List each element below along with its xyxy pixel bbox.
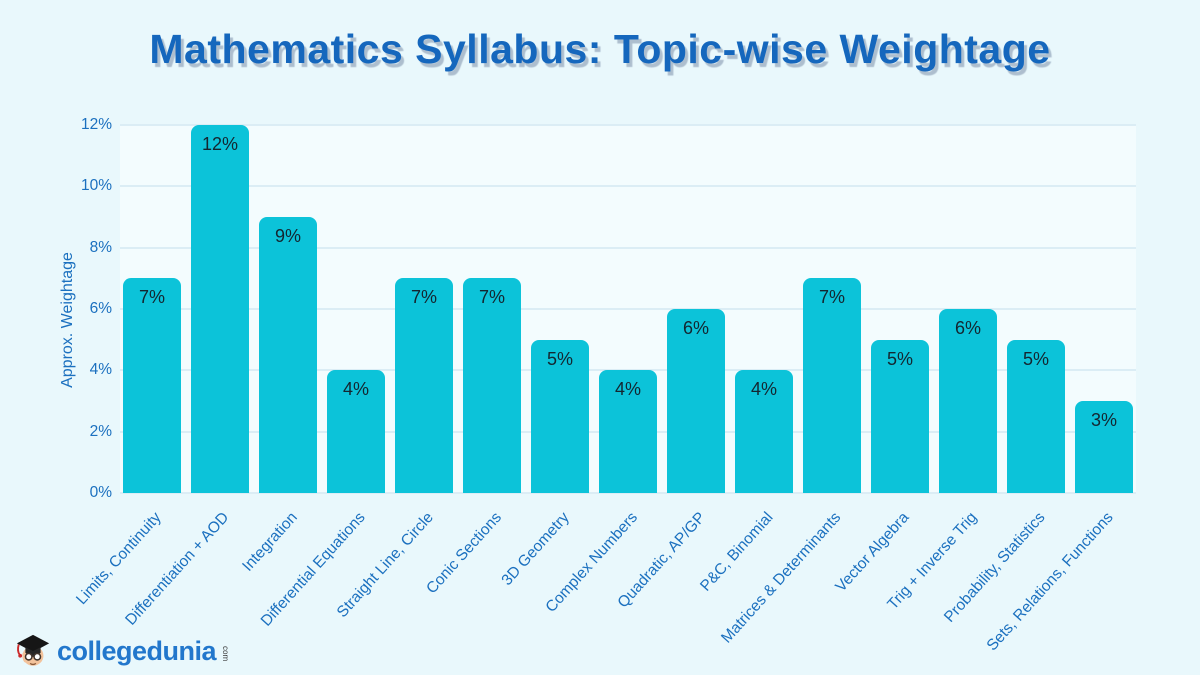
bar: 7%: [123, 278, 181, 493]
bar-value-label: 7%: [410, 287, 437, 308]
gridline: [120, 124, 1136, 126]
bar: 7%: [803, 278, 861, 493]
bar-value-label: 7%: [478, 287, 505, 308]
y-axis-tick-labels: 0% 2% 4% 6% 8% 10% 12%: [0, 116, 112, 501]
bar: 9%: [259, 217, 317, 493]
bar: 5%: [871, 339, 929, 493]
bar: 6%: [667, 309, 725, 493]
bar: 4%: [599, 370, 657, 493]
brand-name: collegedunia: [57, 636, 217, 666]
chart-title: Mathematics Syllabus: Topic-wise Weighta…: [149, 26, 1051, 72]
bar-value-label: 6%: [682, 318, 709, 338]
bar-value-label: 4%: [750, 379, 777, 400]
bar: 4%: [327, 370, 385, 493]
brand-tld: com: [221, 646, 231, 662]
plot-area: 7% 12% 9% 4% 7% 7% 5% 4% 6% 4% 7% 5% 6% 5% 3%: [120, 124, 1136, 494]
y-tick-label: 12%: [80, 116, 112, 133]
bar-value-label: 4%: [614, 379, 641, 400]
bar-value-label: 5%: [546, 348, 573, 369]
bar-value-label: 9%: [274, 226, 301, 246]
graduate-mascot-icon: [16, 634, 50, 666]
bar-value-label: 12%: [201, 134, 239, 154]
y-tick-label: 6%: [89, 300, 112, 317]
y-tick-label: 2%: [89, 422, 112, 440]
y-tick-label: 0%: [89, 484, 112, 501]
bar-value-label: 7%: [138, 287, 165, 308]
bar-value-label: 7%: [818, 287, 845, 308]
bar: 5%: [531, 339, 589, 493]
x-category-label: 3D Geometry: [498, 509, 573, 589]
bar-value-label: 3%: [1090, 410, 1117, 430]
bar: 5%: [1007, 339, 1065, 493]
gridline: [120, 246, 1136, 249]
bar: 4%: [735, 370, 793, 493]
gridline: [120, 308, 1136, 310]
gridline: [120, 492, 1136, 494]
bar: 6%: [939, 309, 997, 493]
y-tick-label: 10%: [80, 177, 112, 195]
bar: 7%: [463, 278, 521, 493]
bar: 12%: [191, 125, 249, 493]
bar-value-label: 5%: [886, 348, 913, 369]
gridline: [120, 185, 1136, 188]
bar-value-label: 5%: [1022, 348, 1049, 369]
bar-value-label: 4%: [342, 379, 369, 400]
y-tick-label: 8%: [89, 238, 112, 256]
x-category-label: Integration: [238, 509, 301, 575]
bar: 3%: [1075, 401, 1133, 493]
brand-logo[interactable]: collegedunia com: [14, 631, 231, 671]
y-tick-label: 4%: [89, 361, 112, 379]
x-category-label: Sets, Relations, Functions: [983, 509, 1117, 655]
bar-value-label: 6%: [954, 318, 981, 338]
x-axis-labels: Limits, Continuity Differentiation + AOD I…: [73, 493, 1136, 675]
bar: 7%: [395, 278, 453, 493]
x-category-label: Matrices & Determinants: [718, 509, 845, 647]
